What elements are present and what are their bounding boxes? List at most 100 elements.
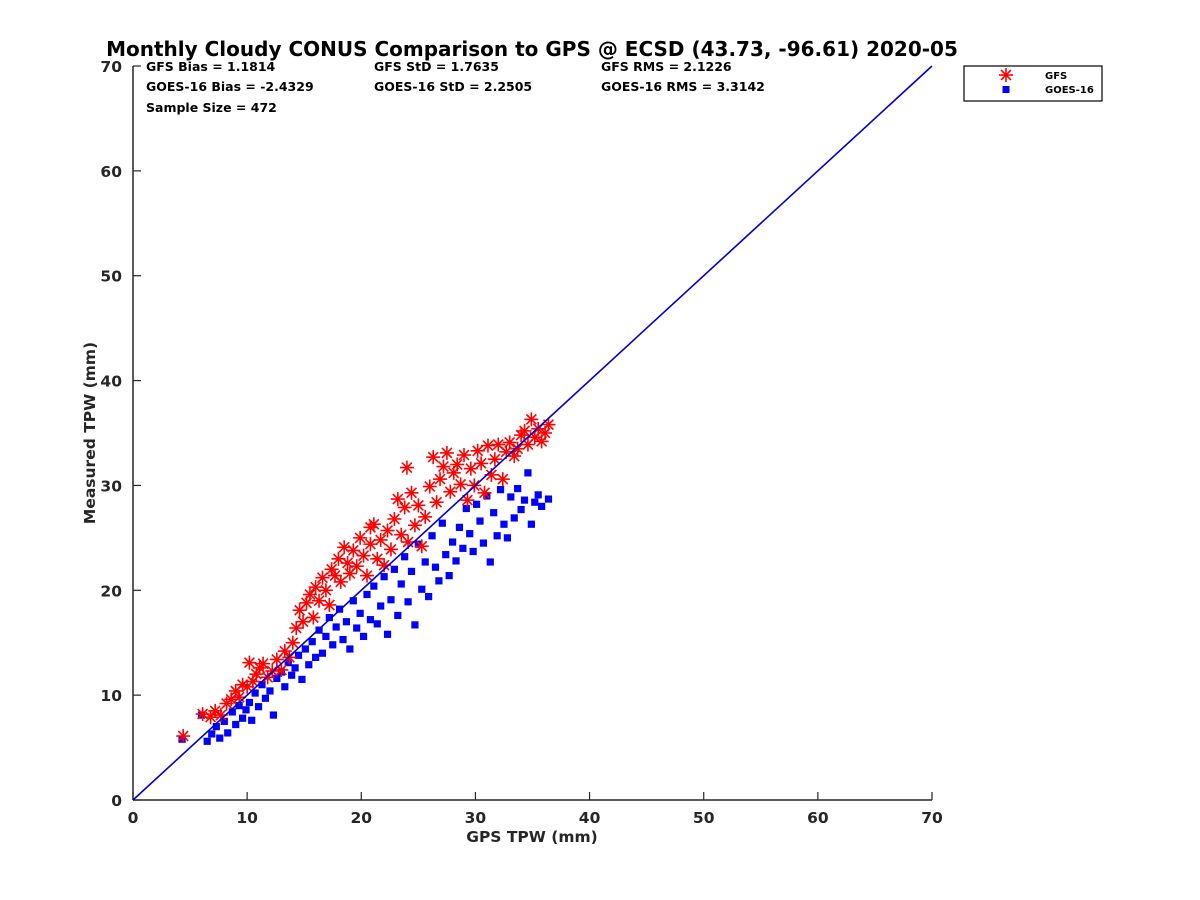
goes16-point: [459, 544, 467, 552]
goes16-point: [294, 651, 303, 659]
x-ticks: 0 10 20 30 40 50 60 70: [128, 792, 943, 827]
goes16-point: [339, 635, 347, 644]
goes16-point: [428, 532, 436, 540]
goes16-point: [228, 708, 236, 716]
goes16-point: [534, 491, 542, 499]
goes16-point: [363, 590, 371, 599]
gfs-point: [404, 485, 419, 500]
gfs-point: [495, 472, 510, 487]
gfs-point: [418, 509, 433, 524]
gfs-point: [322, 597, 337, 612]
goes16-point: [414, 540, 422, 548]
y-tick-label: 0: [111, 792, 122, 810]
axes: [132, 66, 932, 801]
gfs-point: [353, 530, 368, 545]
goes16-point: [486, 558, 494, 566]
goes16-point: [305, 661, 313, 669]
goes16-point: [538, 502, 546, 510]
stat-text: GFS RMS = 2.1226: [601, 59, 732, 74]
x-tick-label: 10: [236, 809, 258, 827]
goes16-point: [404, 598, 412, 606]
gfs-point: [510, 441, 525, 456]
goes16-point: [261, 694, 270, 702]
gfs-point: [390, 492, 405, 507]
gfs-point: [331, 551, 346, 566]
goes16-point: [500, 520, 508, 528]
goes16-point: [318, 649, 327, 657]
gfs-point: [436, 459, 451, 474]
legend-gfs-label: GFS: [1045, 71, 1067, 82]
goes16-point: [346, 645, 354, 653]
goes16-point: [208, 730, 216, 738]
goes16-point: [356, 609, 364, 617]
gfs-point: [480, 438, 495, 453]
goes16-point: [242, 706, 250, 714]
gfs-point: [411, 498, 426, 513]
stat-text: GOES-16 RMS = 3.3142: [601, 79, 765, 94]
gfs-point: [460, 493, 475, 508]
goes16-point: [220, 717, 228, 725]
x-tick-label: 0: [128, 809, 139, 827]
gfs-point: [407, 518, 422, 533]
gfs-point: [308, 580, 323, 595]
one-to-one-line: [132, 65, 933, 801]
stat-text: GFS Bias = 1.1814: [146, 59, 276, 74]
gfs-point: [315, 570, 330, 585]
gfs-point: [502, 435, 517, 450]
goes16-point: [284, 659, 292, 667]
gfs-point: [274, 662, 289, 677]
goes16-point: [469, 547, 477, 556]
stats-block: GFS Bias = 1.1814 GFS StD = 1.7635 GFS RMS…: [146, 59, 765, 115]
goes16-point: [308, 638, 316, 646]
goes16-point: [212, 723, 220, 731]
goes16-point: [269, 711, 277, 719]
x-tick-label: 70: [921, 809, 943, 827]
goes16-point: [425, 592, 433, 601]
gfs-point: [524, 412, 539, 427]
y-tick-label: 60: [100, 163, 122, 181]
goes16-point: [329, 641, 337, 649]
goes16-point: [452, 557, 460, 565]
goes16-point: [476, 517, 484, 525]
goes16-point: [479, 539, 488, 547]
goes16-point: [421, 558, 429, 566]
goes16-point: [520, 496, 529, 504]
gfs-point: [474, 456, 489, 471]
gfs-point: [356, 548, 371, 563]
goes16-point: [524, 469, 532, 477]
gfs-point: [312, 593, 327, 608]
y-tick-label: 50: [100, 268, 122, 286]
goes16-point: [312, 653, 320, 661]
gfs-point: [433, 472, 448, 487]
goes16-point: [342, 618, 351, 626]
goes16-point: [496, 486, 505, 494]
gfs-point: [318, 583, 333, 598]
x-tick-label: 60: [807, 809, 829, 827]
stat-text: GOES-16 Bias = -2.4329: [146, 79, 314, 94]
goes16-point: [281, 683, 289, 691]
gfs-point: [484, 467, 499, 482]
y-tick-label: 40: [100, 373, 122, 391]
gfs-point: [256, 656, 271, 671]
y-tick-label: 30: [100, 477, 122, 495]
goes16-point: [258, 681, 266, 689]
x-tick-label: 30: [465, 809, 487, 827]
gfs-point: [450, 457, 465, 472]
goes16-point: [203, 737, 211, 745]
y-ticks: 0 10 20 30 40 50 60 70: [100, 58, 141, 810]
goes16-point: [322, 632, 330, 641]
goes16-point: [514, 484, 522, 493]
gfs-point: [387, 511, 402, 526]
goes16-point: [377, 602, 385, 610]
goes16-point: [411, 621, 419, 629]
goes16-point: [397, 580, 405, 588]
series-gfs: [176, 412, 556, 744]
goes16-point: [449, 538, 457, 546]
goes16-point: [288, 671, 296, 679]
goes16-point: [373, 620, 381, 628]
goes16-point: [401, 553, 409, 561]
goes16-point: [383, 630, 392, 638]
goes16-point: [431, 563, 440, 571]
goes16-point: [435, 577, 443, 585]
gfs-point: [363, 537, 378, 552]
